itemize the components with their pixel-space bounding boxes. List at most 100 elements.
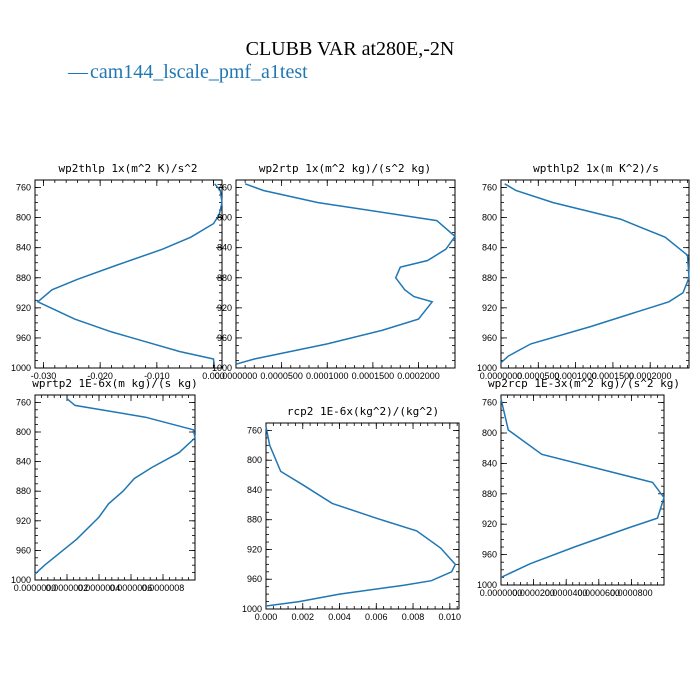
y-tick-label: 800 — [16, 427, 31, 437]
x-tick-label: 0.000 — [202, 371, 225, 381]
y-tick-label: 960 — [482, 550, 497, 560]
series-line — [265, 426, 457, 607]
x-tick-label: 0.010 — [439, 612, 462, 622]
plot-frame — [34, 179, 223, 369]
x-tick-label: 0.008 — [402, 612, 425, 622]
y-tick-label: 840 — [217, 243, 232, 253]
panel-title: wprtp2 1E-6x(m kg)/(s kg) — [32, 377, 198, 390]
y-tick-label: 1000 — [11, 363, 31, 373]
plot-frame — [265, 422, 460, 610]
y-tick-label: 760 — [217, 183, 232, 193]
y-tick-label: 840 — [482, 458, 497, 468]
y-tick-label: 880 — [217, 273, 232, 283]
y-tick-label: 840 — [247, 485, 262, 495]
legend-label: cam144_lscale_pmf_a1test — [90, 61, 308, 83]
y-tick-label: 920 — [482, 519, 497, 529]
y-tick-label: 920 — [16, 303, 31, 313]
x-tick-label: 0.0000000 — [215, 371, 258, 381]
y-tick-label: 960 — [16, 545, 31, 555]
legend-marker: — — [67, 61, 89, 83]
y-tick-label: 760 — [482, 183, 497, 193]
plot-frame — [34, 394, 196, 581]
y-tick-label: 920 — [247, 544, 262, 554]
panel-2: wp2rtp 1x(m^2 kg)/(s^2 kg) 760 800 840 880 92… — [212, 162, 457, 381]
x-tick-label: 0.0000800 — [610, 588, 653, 598]
y-tick-label: 880 — [482, 273, 497, 283]
y-tick-label: 880 — [16, 486, 31, 496]
y-tick-label: 840 — [482, 243, 497, 253]
y-tick-label: 1000 — [11, 575, 31, 585]
x-tick-label: 0.0000500 — [260, 371, 303, 381]
x-tick-label: 0.002 — [291, 612, 314, 622]
y-tick-label: 760 — [482, 398, 497, 408]
panel-1: wp2thlp 1x(m^2 K)/s^2 760 800 840 880 920 960 1… — [11, 162, 225, 381]
y-tick-label: 800 — [16, 213, 31, 223]
y-tick-label: 1000 — [477, 363, 497, 373]
y-tick-label: 1000 — [242, 604, 262, 614]
x-tick-label: 0.0000000 — [480, 371, 523, 381]
y-tick-label: 960 — [16, 333, 31, 343]
series-line — [235, 183, 457, 365]
panel-4: wprtp2 1E-6x(m kg)/(s kg)760 800 840 880 920… — [11, 377, 198, 593]
y-tick-label: 960 — [247, 574, 262, 584]
panel-6: wp2rcp 1E-3x(m^2 kg)/(s^2 kg) 760 800 840 88… — [477, 377, 680, 598]
x-tick-label: 0.0001000 — [554, 371, 597, 381]
y-tick-label: 760 — [16, 397, 31, 407]
x-tick-label: 0.0000000 — [14, 583, 57, 593]
y-tick-label: 880 — [247, 515, 262, 525]
panel-title: wpthlp2 1x(m K^2)/s — [533, 162, 659, 175]
y-tick-label: 760 — [247, 425, 262, 435]
y-tick-label: 1000 — [477, 580, 497, 590]
x-tick-label: 0.0000008 — [142, 583, 185, 593]
series-line — [500, 183, 690, 364]
y-tick-label: 960 — [217, 333, 232, 343]
y-tick-label: 880 — [482, 489, 497, 499]
x-tick-label: 0.0002000 — [629, 371, 672, 381]
series-line — [36, 183, 223, 365]
y-tick-label: 800 — [217, 213, 232, 223]
x-tick-label: 0.004 — [328, 612, 351, 622]
x-tick-label: 0.0001500 — [592, 371, 635, 381]
legend: — cam144_lscale_pmf_a1test — [67, 61, 308, 83]
x-tick-label: -0.010 — [144, 371, 170, 381]
plot-frame — [500, 394, 665, 586]
y-tick-label: 760 — [16, 183, 31, 193]
x-tick-label: 0.0001500 — [352, 371, 395, 381]
y-tick-label: 800 — [482, 428, 497, 438]
panel-title: wp2thlp 1x(m^2 K)/s^2 — [58, 162, 197, 175]
panel-title: rcp2 1E-6x(kg^2)/(kg^2) — [287, 405, 439, 418]
x-tick-label: 0.0000000 — [480, 588, 523, 598]
x-tick-label: 0.006 — [365, 612, 388, 622]
x-tick-label: 0.0000500 — [517, 371, 560, 381]
y-tick-label: 840 — [16, 243, 31, 253]
x-tick-label: 0.0000200 — [512, 588, 555, 598]
x-tick-label: 0.000 — [255, 612, 278, 622]
y-tick-label: 800 — [247, 455, 262, 465]
figure-title: CLUBB VAR at280E,-2N — [246, 38, 455, 60]
y-tick-label: 1000 — [212, 363, 232, 373]
panels: wp2thlp 1x(m^2 K)/s^2 760 800 840 880 920 960 1… — [11, 162, 690, 622]
x-tick-label: 0.0000004 — [78, 583, 121, 593]
y-tick-label: 920 — [16, 516, 31, 526]
x-tick-label: 0.0000002 — [46, 583, 89, 593]
y-tick-label: 880 — [16, 273, 31, 283]
y-tick-label: 920 — [217, 303, 232, 313]
x-tick-label: 0.0000400 — [545, 588, 588, 598]
plot-frame — [500, 179, 690, 369]
x-tick-label: 0.0000006 — [110, 583, 153, 593]
y-tick-label: 920 — [482, 303, 497, 313]
panel-title: wp2rtp 1x(m^2 kg)/(s^2 kg) — [259, 162, 431, 175]
x-tick-label: -0.030 — [31, 371, 57, 381]
x-tick-label: -0.020 — [87, 371, 113, 381]
series-line — [34, 398, 196, 575]
series-line — [500, 398, 665, 579]
x-tick-label: 0.0001000 — [306, 371, 349, 381]
x-tick-label: 0.0002000 — [397, 371, 440, 381]
y-tick-label: 840 — [16, 457, 31, 467]
panel-5: rcp2 1E-6x(kg^2)/(kg^2) 760 800 840 880 920 96… — [242, 405, 461, 622]
panel-title: wp2rcp 1E-3x(m^2 kg)/(s^2 kg) — [488, 377, 680, 390]
panel-3: wpthlp2 1x(m K^2)/s 760 800 840 880 920 960 100… — [477, 162, 690, 381]
y-tick-label: 960 — [482, 333, 497, 343]
y-tick-label: 800 — [482, 213, 497, 223]
